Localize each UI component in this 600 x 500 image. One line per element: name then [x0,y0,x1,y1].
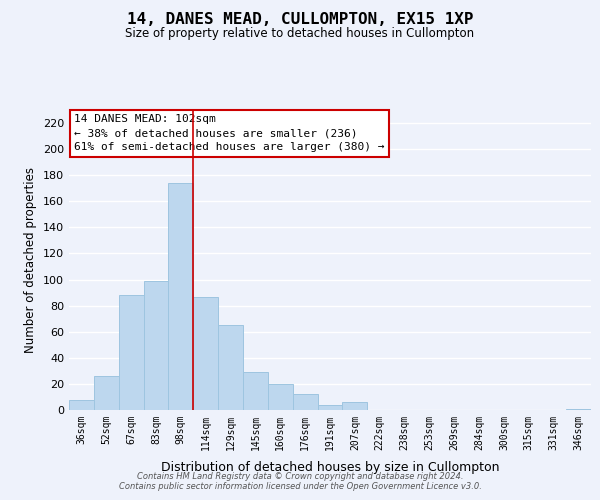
Y-axis label: Number of detached properties: Number of detached properties [25,167,37,353]
Text: Size of property relative to detached houses in Cullompton: Size of property relative to detached ho… [125,28,475,40]
Text: 14, DANES MEAD, CULLOMPTON, EX15 1XP: 14, DANES MEAD, CULLOMPTON, EX15 1XP [127,12,473,28]
Bar [243,372,268,410]
Bar [94,376,119,410]
Bar [566,408,591,410]
Bar [169,183,193,410]
Bar [293,394,317,410]
Bar [119,295,143,410]
Bar [218,325,243,410]
Bar [193,296,218,410]
Bar [317,405,343,410]
Bar [268,384,293,410]
Text: Contains public sector information licensed under the Open Government Licence v3: Contains public sector information licen… [119,482,481,491]
Text: Contains HM Land Registry data © Crown copyright and database right 2024.: Contains HM Land Registry data © Crown c… [137,472,463,481]
Text: 14 DANES MEAD: 102sqm
← 38% of detached houses are smaller (236)
61% of semi-det: 14 DANES MEAD: 102sqm ← 38% of detached … [74,114,385,152]
X-axis label: Distribution of detached houses by size in Cullompton: Distribution of detached houses by size … [161,461,499,474]
Bar [343,402,367,410]
Bar [143,281,169,410]
Bar [69,400,94,410]
